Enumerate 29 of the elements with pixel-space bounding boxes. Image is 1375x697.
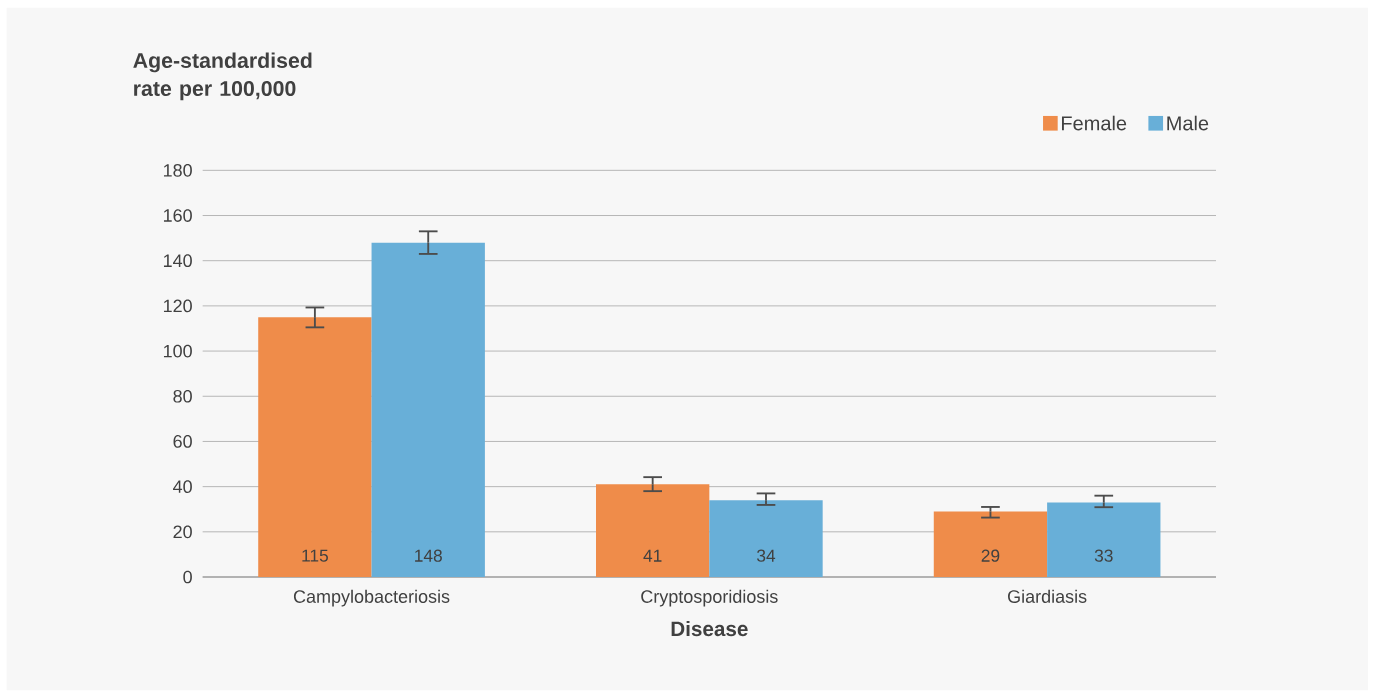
y-tick-label: 140: [163, 254, 192, 268]
data-label: 41: [643, 549, 662, 562]
data-label: 34: [757, 549, 776, 562]
x-tick-label: Cryptosporidiosis: [641, 589, 778, 607]
bar: [371, 242, 485, 577]
data-label: 33: [1094, 549, 1113, 562]
bar: [596, 484, 710, 577]
y-axis-title: Age-standardised rate per 100,000: [133, 52, 312, 101]
bar: [709, 500, 823, 577]
x-axis-title: Disease: [671, 620, 748, 637]
legend-label: Female: [1062, 115, 1127, 131]
y-tick-label: 120: [163, 299, 192, 313]
data-label: 115: [302, 549, 328, 562]
y-tick-label: 160: [163, 209, 192, 222]
y-tick-label: 20: [173, 525, 192, 539]
y-tick-label: 60: [173, 435, 192, 448]
data-label: 29: [981, 549, 1000, 562]
y-tick-label: 80: [173, 389, 192, 403]
y-tick-label: 0: [183, 570, 192, 584]
x-tick-label: Campylobacteriosis: [293, 589, 450, 607]
y-tick-label: 40: [173, 480, 192, 493]
bar: [258, 317, 372, 577]
legend-label: Male: [1167, 115, 1209, 131]
y-tick-label: 180: [163, 163, 192, 177]
x-tick-label: Giardiasis: [1008, 589, 1087, 603]
bar: [933, 511, 1048, 577]
data-label: 148: [415, 549, 442, 562]
y-tick-label: 100: [163, 344, 192, 358]
bar: [1047, 502, 1161, 577]
